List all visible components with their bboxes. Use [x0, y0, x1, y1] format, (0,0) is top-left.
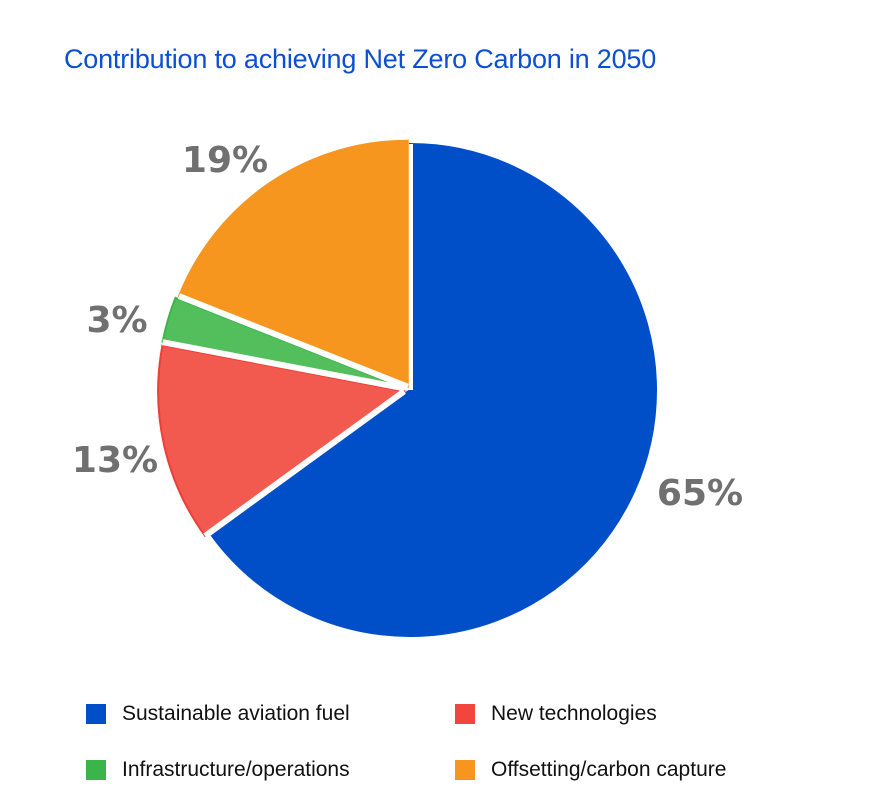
legend-swatch: [455, 704, 475, 724]
legend-swatch: [455, 760, 475, 780]
pie-slice-new-technologies: [157, 344, 407, 538]
legend-item-saf: Sustainable aviation fuel: [86, 702, 350, 726]
data-label: 19%: [182, 140, 268, 181]
legend-swatch: [86, 704, 106, 724]
slice-gap: [177, 293, 409, 390]
legend-item-new-tech: New technologies: [455, 702, 657, 726]
slice-gap: [162, 339, 405, 392]
data-label: 3%: [86, 300, 147, 341]
legend-label: Infrastructure/operations: [122, 758, 350, 781]
legend-label: New technologies: [491, 702, 657, 725]
data-label: 65%: [657, 473, 743, 514]
legend-swatch: [86, 760, 106, 780]
legend-label: Sustainable aviation fuel: [122, 702, 350, 725]
chart-title: Contribution to achieving Net Zero Carbo…: [64, 44, 657, 74]
pie-slice-offsetting-carbon-capture: [177, 139, 409, 389]
slice-gap: [203, 388, 406, 539]
legend-label: Offsetting/carbon capture: [491, 758, 727, 781]
pie-slice-sustainable-aviation-fuel: [209, 142, 657, 637]
legend-item-infrastructure: Infrastructure/operations: [86, 758, 350, 782]
legend-item-offsetting: Offsetting/carbon capture: [455, 758, 726, 782]
data-label: 13%: [72, 440, 158, 481]
